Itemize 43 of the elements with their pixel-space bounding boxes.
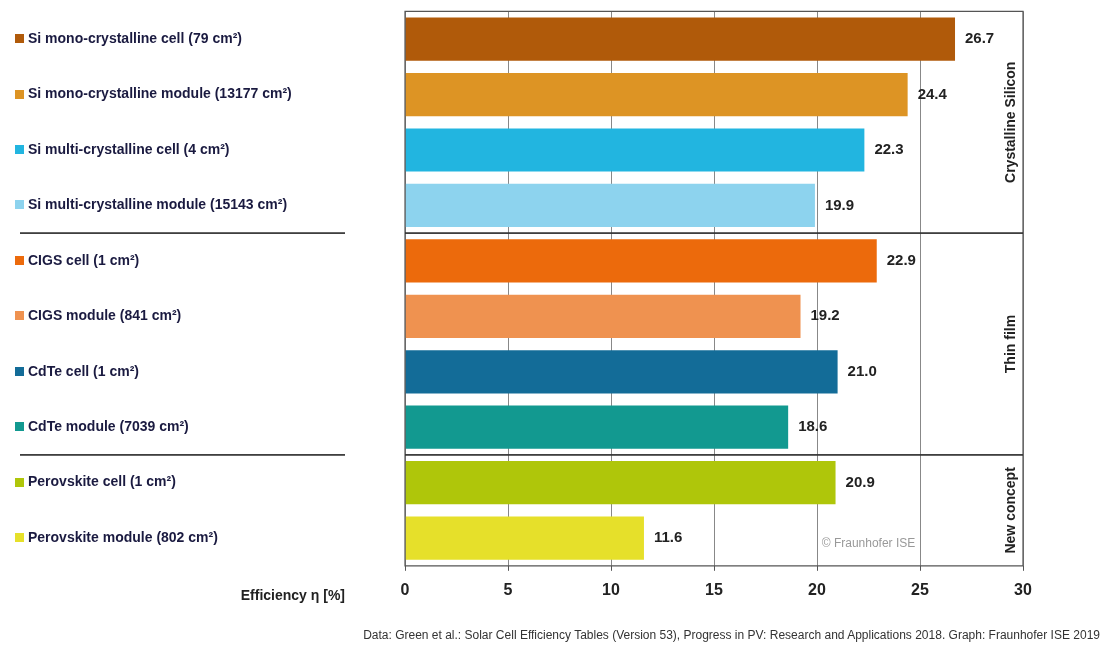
bar — [405, 72, 908, 117]
x-tick-label: 25 — [911, 580, 929, 598]
bar — [405, 461, 836, 505]
bar — [405, 516, 644, 560]
data-label: 22.3 — [874, 140, 904, 158]
x-tick-label: 20 — [808, 580, 826, 598]
bar — [405, 17, 956, 61]
x-tick-label: 30 — [1014, 580, 1032, 598]
bar — [405, 405, 789, 449]
annotation: Crystalline Silicon — [1001, 61, 1018, 183]
x-tick-label: 0 — [400, 580, 410, 598]
annotation: New concept — [1001, 466, 1018, 554]
data-label: 21.0 — [847, 361, 877, 379]
bar — [405, 294, 801, 338]
x-axis-title: Efficiency η [%] — [240, 586, 345, 603]
text: Data: Green et al.: Solar Cell Efficiency Tables (Version 53), Progress in PV: Research and Applications 2018. Graph: Fraunhofer ISE 2019 — [362, 628, 1100, 642]
annotation: © Fraunhofer ISE — [821, 536, 916, 551]
x-tick-label: 15 — [705, 580, 723, 598]
annotation: Thin film — [1001, 314, 1018, 374]
y-tick-label: CdTe module (7039 cm²) — [28, 418, 189, 435]
data-label: 11.6 — [653, 528, 683, 546]
y-tick-label: Si mono-crystalline cell (79 cm²) — [28, 29, 242, 46]
bar — [405, 239, 877, 283]
data-label: 19.9 — [824, 195, 855, 213]
data-label: 19.2 — [810, 306, 840, 324]
x-tick-label: 5 — [503, 580, 513, 598]
data-label: 20.9 — [845, 472, 875, 490]
y-tick-label: Si mono-crystalline module (13177 cm²) — [28, 85, 292, 102]
data-label: 24.4 — [917, 84, 948, 102]
y-tick-label: Si multi-crystalline cell (4 cm²) — [28, 140, 230, 157]
bar — [405, 128, 865, 172]
y-tick-label: CIGS cell (1 cm²) — [28, 251, 140, 268]
data-label: 26.7 — [965, 29, 995, 47]
x-tick-label: 10 — [602, 580, 620, 598]
y-tick-label: Perovskite cell (1 cm²) — [28, 473, 176, 490]
y-tick-label: CdTe cell (1 cm²) — [28, 362, 139, 379]
y-tick-label: Perovskite module (802 cm²) — [28, 528, 218, 545]
bar — [405, 183, 815, 228]
y-tick-label: Si multi-crystalline module (15143 cm²) — [28, 196, 288, 213]
bar — [405, 350, 838, 394]
data-label: 18.6 — [798, 417, 828, 435]
data-label: 22.9 — [886, 251, 916, 269]
y-tick-label: CIGS module (841 cm²) — [28, 307, 182, 324]
